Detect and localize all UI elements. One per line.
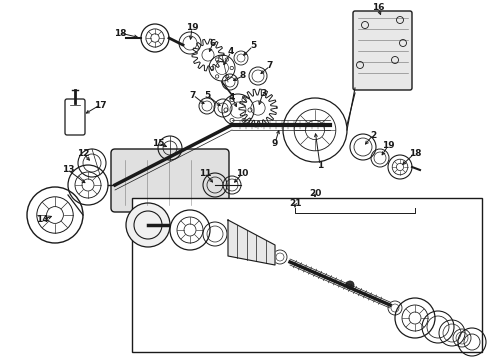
- Text: 21: 21: [289, 199, 301, 208]
- Text: 3: 3: [260, 89, 266, 98]
- Text: 12: 12: [77, 148, 89, 158]
- Text: 4: 4: [229, 93, 235, 102]
- Text: 13: 13: [62, 166, 74, 175]
- Circle shape: [126, 203, 170, 247]
- Text: 8: 8: [240, 72, 246, 81]
- Text: 20: 20: [309, 189, 321, 198]
- Text: 5: 5: [204, 90, 210, 99]
- Text: 2: 2: [370, 130, 376, 139]
- Text: 18: 18: [409, 148, 421, 158]
- Text: 14: 14: [36, 216, 49, 225]
- Text: 6: 6: [210, 39, 216, 48]
- FancyBboxPatch shape: [111, 149, 229, 212]
- Circle shape: [346, 281, 354, 289]
- Text: 19: 19: [382, 141, 394, 150]
- Text: 1: 1: [317, 161, 323, 170]
- Polygon shape: [228, 220, 275, 265]
- Text: 18: 18: [114, 28, 126, 37]
- Text: 4: 4: [228, 48, 234, 57]
- Text: 16: 16: [372, 4, 384, 13]
- Text: 11: 11: [199, 168, 211, 177]
- Text: 5: 5: [250, 41, 256, 50]
- Text: 19: 19: [186, 23, 198, 32]
- Text: 7: 7: [267, 62, 273, 71]
- Text: 7: 7: [190, 90, 196, 99]
- Text: 15: 15: [152, 139, 164, 148]
- Text: 9: 9: [272, 139, 278, 148]
- Text: 10: 10: [236, 170, 248, 179]
- Text: 17: 17: [94, 100, 106, 109]
- FancyBboxPatch shape: [65, 99, 85, 135]
- Bar: [132, 198, 482, 352]
- FancyBboxPatch shape: [353, 11, 412, 90]
